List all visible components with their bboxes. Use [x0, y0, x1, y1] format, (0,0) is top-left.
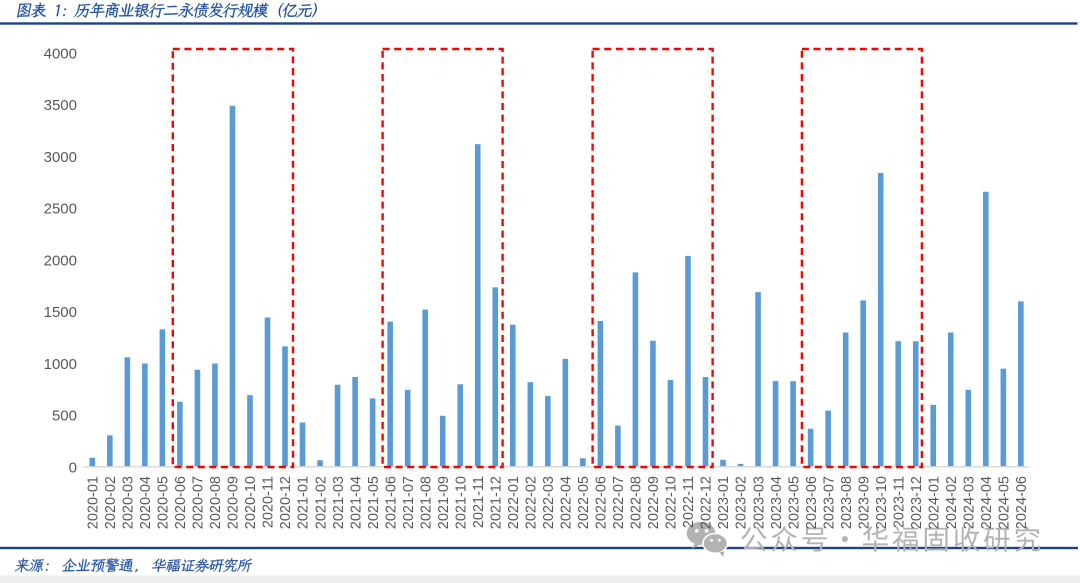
svg-text:2023-05: 2023-05	[786, 476, 802, 529]
svg-text:2021-05: 2021-05	[366, 476, 382, 529]
svg-text:2020-02: 2020-02	[103, 476, 119, 529]
svg-text:2022-04: 2022-04	[559, 476, 575, 529]
svg-text:2024-03: 2024-03	[962, 476, 978, 529]
svg-text:2022-06: 2022-06	[594, 476, 610, 529]
svg-text:2021-07: 2021-07	[401, 476, 417, 529]
svg-text:2020-08: 2020-08	[208, 476, 224, 529]
svg-text:2020-07: 2020-07	[191, 476, 207, 529]
svg-text:1500: 1500	[44, 304, 77, 321]
svg-text:2022-12: 2022-12	[699, 476, 715, 529]
svg-text:2024-06: 2024-06	[1014, 476, 1030, 529]
svg-text:2020-05: 2020-05	[156, 476, 172, 529]
svg-text:2022-01: 2022-01	[506, 476, 522, 529]
svg-text:2021-10: 2021-10	[453, 476, 469, 529]
svg-text:2021-01: 2021-01	[296, 476, 312, 529]
svg-text:2022-09: 2022-09	[646, 476, 662, 529]
svg-text:2021-06: 2021-06	[383, 476, 399, 529]
svg-text:4000: 4000	[44, 45, 77, 62]
svg-text:2022-05: 2022-05	[576, 476, 592, 529]
svg-text:2020-04: 2020-04	[138, 476, 154, 529]
svg-text:2023-04: 2023-04	[769, 476, 785, 529]
svg-text:2021-03: 2021-03	[331, 476, 347, 529]
svg-text:2000: 2000	[44, 252, 77, 269]
svg-text:2024-01: 2024-01	[927, 476, 943, 529]
svg-text:0: 0	[69, 459, 77, 476]
svg-text:2023-10: 2023-10	[874, 476, 890, 529]
svg-text:2021-04: 2021-04	[348, 476, 364, 529]
svg-text:2021-08: 2021-08	[418, 476, 434, 529]
svg-text:3500: 3500	[44, 97, 77, 114]
svg-text:1000: 1000	[44, 356, 77, 373]
svg-text:2021-09: 2021-09	[436, 476, 452, 529]
svg-text:2022-11: 2022-11	[681, 476, 697, 528]
svg-text:2020-11: 2020-11	[261, 476, 277, 528]
svg-text:2023-01: 2023-01	[716, 476, 732, 529]
svg-text:2020-12: 2020-12	[278, 476, 294, 529]
svg-text:2020-03: 2020-03	[121, 476, 137, 529]
svg-text:2023-09: 2023-09	[856, 476, 872, 529]
svg-text:2020-06: 2020-06	[173, 476, 189, 529]
svg-text:2023-02: 2023-02	[734, 476, 750, 529]
svg-text:2023-03: 2023-03	[751, 476, 767, 529]
svg-text:2020-09: 2020-09	[226, 476, 242, 529]
svg-text:2023-06: 2023-06	[804, 476, 820, 529]
svg-text:3000: 3000	[44, 149, 77, 166]
svg-text:2024-02: 2024-02	[944, 476, 960, 529]
svg-text:2022-02: 2022-02	[524, 476, 540, 529]
svg-text:2500: 2500	[44, 201, 77, 218]
svg-text:2020-01: 2020-01	[86, 476, 102, 529]
svg-text:2024-05: 2024-05	[997, 476, 1013, 529]
svg-text:2020-10: 2020-10	[243, 476, 259, 529]
svg-text:2023-08: 2023-08	[839, 476, 855, 529]
svg-text:2022-03: 2022-03	[541, 476, 557, 529]
svg-text:2021-11: 2021-11	[471, 476, 487, 528]
svg-text:2023-12: 2023-12	[909, 476, 925, 529]
svg-text:2023-11: 2023-11	[891, 476, 907, 528]
svg-text:2022-07: 2022-07	[611, 476, 627, 529]
svg-text:2021-02: 2021-02	[313, 476, 329, 529]
svg-text:2022-08: 2022-08	[629, 476, 645, 529]
svg-text:500: 500	[52, 408, 77, 425]
svg-text:2021-12: 2021-12	[489, 476, 505, 529]
svg-text:2022-10: 2022-10	[664, 476, 680, 529]
svg-text:2023-07: 2023-07	[821, 476, 837, 529]
svg-text:2024-04: 2024-04	[979, 476, 995, 529]
